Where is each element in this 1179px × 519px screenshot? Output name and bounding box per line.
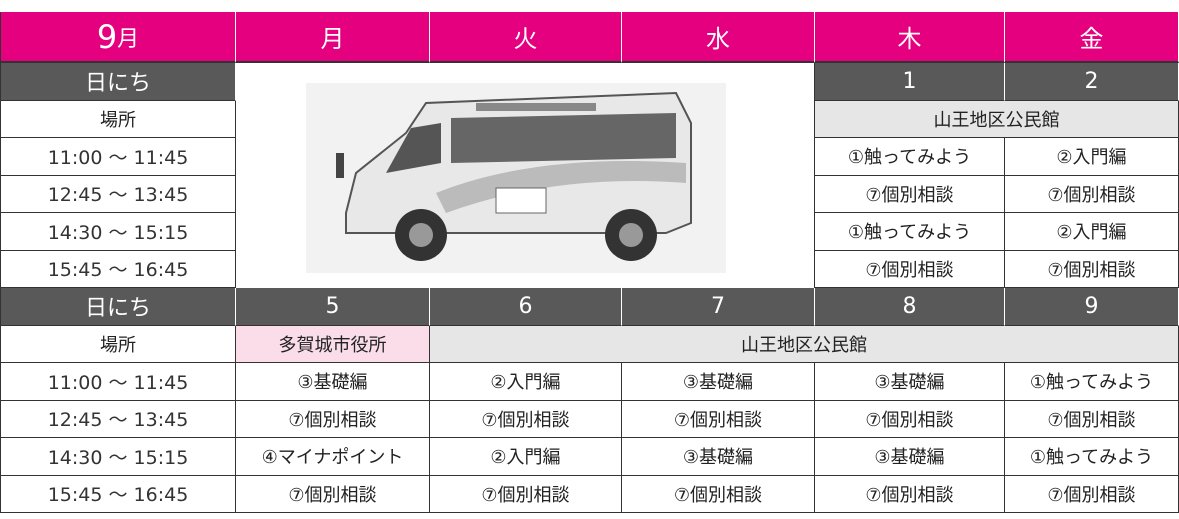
weekday-header: 水 [622, 12, 815, 63]
session: ①触ってみよう [1005, 438, 1179, 476]
date: 2 [1005, 63, 1179, 101]
session: ③基礎編 [815, 363, 1005, 401]
session: ①触ってみよう [815, 213, 1005, 251]
date: 7 [622, 288, 815, 326]
place: 山王地区公民館 [430, 325, 1179, 363]
date: 1 [815, 63, 1005, 101]
session: ⑦個別相談 [1005, 400, 1179, 438]
place-label: 場所 [0, 325, 236, 363]
date: 9 [1005, 288, 1179, 326]
session: ⑦個別相談 [1005, 175, 1179, 213]
session: ②入門編 [430, 363, 622, 401]
date-label: 日にち [0, 288, 236, 326]
weekday-header: 金 [1005, 12, 1179, 63]
session: ⑦個別相談 [815, 475, 1005, 513]
place: 山王地区公民館 [815, 100, 1179, 138]
session: ⑦個別相談 [622, 475, 815, 513]
session: ⑦個別相談 [622, 400, 815, 438]
time-slot: 12:45 ～ 13:45 [0, 175, 236, 213]
time-slot: 11:00 ～ 11:45 [0, 363, 236, 401]
place-label: 場所 [0, 100, 236, 138]
session: ③基礎編 [236, 363, 430, 401]
session: ①触ってみよう [1005, 363, 1179, 401]
time-slot: 15:45 ～ 16:45 [0, 475, 236, 513]
session: ①触ってみよう [815, 138, 1005, 176]
time-slot: 15:45 ～ 16:45 [0, 250, 236, 288]
session: ⑦個別相談 [815, 250, 1005, 288]
date-label: 日にち [0, 63, 236, 101]
session: ②入門編 [1005, 138, 1179, 176]
time-slot: 14:30 ～ 15:15 [0, 438, 236, 476]
time-slot: 12:45 ～ 13:45 [0, 400, 236, 438]
weekday-header: 火 [430, 12, 622, 63]
session: ③基礎編 [815, 438, 1005, 476]
date: 6 [430, 288, 622, 326]
session: ②入門編 [1005, 213, 1179, 251]
session: ⑦個別相談 [815, 175, 1005, 213]
month-number: 9 [96, 17, 118, 56]
date: 8 [815, 288, 1005, 326]
month-suffix: 月 [117, 26, 140, 52]
time-slot: 11:00 ～ 11:45 [0, 138, 236, 176]
session: ⑦個別相談 [236, 400, 430, 438]
place: 多賀城市役所 [236, 325, 430, 363]
van-illustration [306, 83, 726, 273]
session: ⑦個別相談 [236, 475, 430, 513]
session: ⑦個別相談 [1005, 475, 1179, 513]
van-photo [236, 63, 815, 289]
session: ⑦個別相談 [430, 400, 622, 438]
date: 5 [236, 288, 430, 326]
session: ④マイナポイント [236, 438, 430, 476]
weekday-header: 木 [815, 12, 1005, 63]
session: ③基礎編 [622, 438, 815, 476]
session: ⑦個別相談 [815, 400, 1005, 438]
session: ③基礎編 [622, 363, 815, 401]
weekday-header: 月 [236, 12, 430, 63]
time-slot: 14:30 ～ 15:15 [0, 213, 236, 251]
session: ②入門編 [430, 438, 622, 476]
session: ⑦個別相談 [1005, 250, 1179, 288]
session: ⑦個別相談 [430, 475, 622, 513]
